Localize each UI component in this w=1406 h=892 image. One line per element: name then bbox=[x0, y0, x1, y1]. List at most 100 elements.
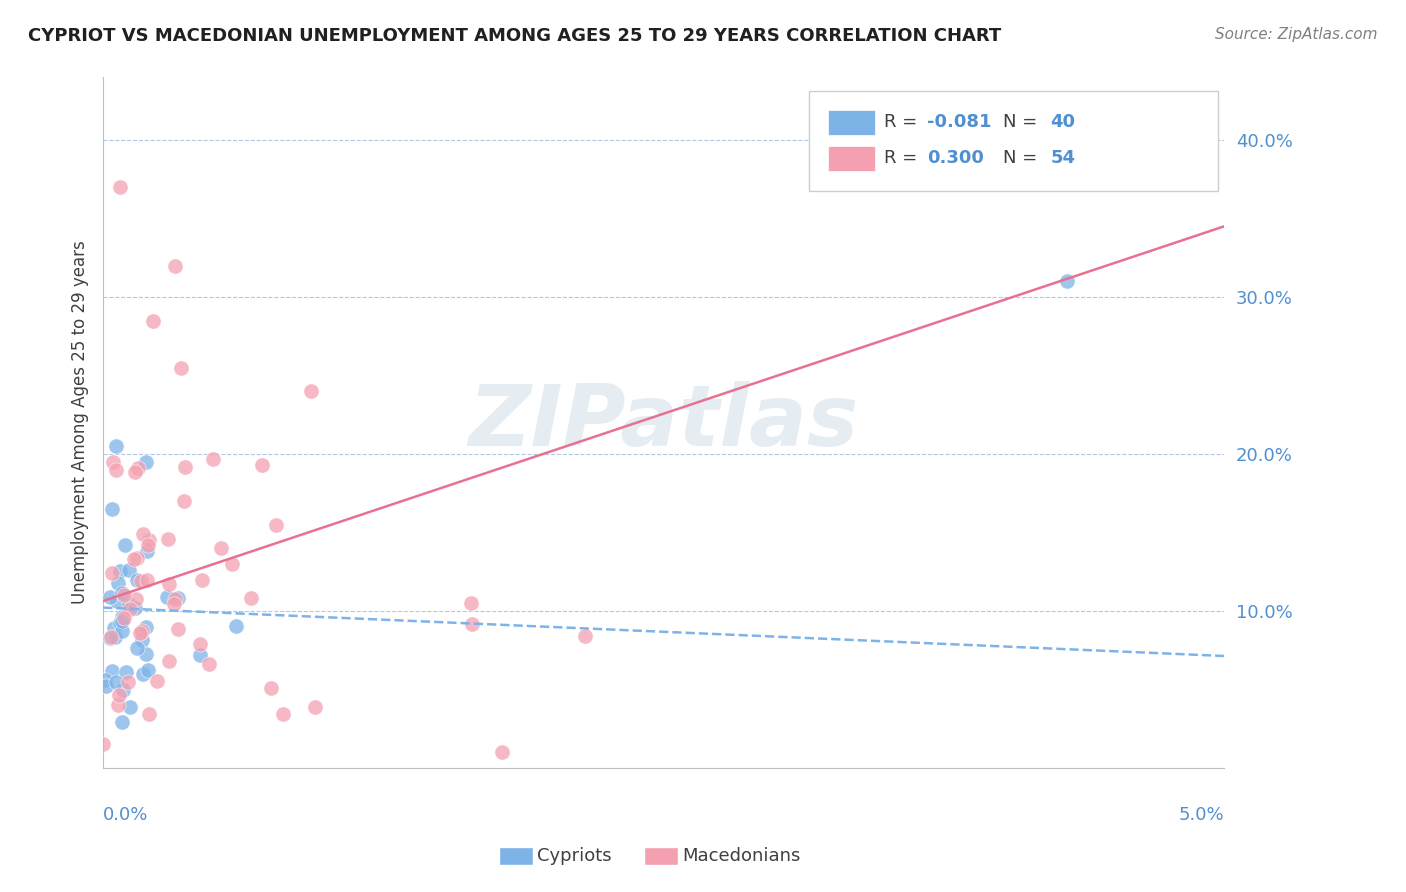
Point bbox=[122, 551, 145, 566]
Point bbox=[174, 460, 197, 475]
Point bbox=[260, 681, 283, 696]
Text: R =: R = bbox=[884, 149, 924, 167]
Point bbox=[127, 551, 149, 566]
FancyBboxPatch shape bbox=[810, 91, 1218, 191]
Point bbox=[114, 538, 136, 552]
Point bbox=[101, 455, 124, 469]
Point bbox=[111, 682, 134, 697]
Point bbox=[101, 566, 124, 580]
Point bbox=[98, 590, 121, 604]
Text: 40: 40 bbox=[1050, 113, 1076, 131]
Text: 54: 54 bbox=[1050, 149, 1076, 167]
Point bbox=[112, 588, 135, 602]
Point bbox=[166, 622, 188, 636]
Point bbox=[190, 574, 212, 588]
FancyBboxPatch shape bbox=[828, 145, 876, 170]
Point bbox=[167, 591, 190, 606]
Point bbox=[125, 641, 148, 656]
Point bbox=[115, 665, 138, 679]
Point bbox=[127, 461, 149, 475]
Point bbox=[111, 614, 134, 628]
Point bbox=[129, 626, 152, 640]
Point bbox=[138, 533, 160, 548]
Point bbox=[299, 384, 322, 399]
Point bbox=[107, 576, 129, 591]
Point bbox=[124, 465, 146, 479]
Point bbox=[96, 679, 118, 693]
Point bbox=[129, 574, 152, 588]
Text: ZIPatlas: ZIPatlas bbox=[468, 381, 859, 464]
Point bbox=[156, 532, 179, 546]
Point bbox=[209, 541, 232, 556]
Text: N =: N = bbox=[1002, 149, 1043, 167]
Point bbox=[169, 360, 191, 375]
Point bbox=[135, 648, 157, 662]
Point bbox=[188, 637, 211, 651]
Point bbox=[98, 631, 121, 645]
Point bbox=[117, 675, 139, 690]
Y-axis label: Unemployment Among Ages 25 to 29 years: Unemployment Among Ages 25 to 29 years bbox=[72, 241, 89, 605]
FancyBboxPatch shape bbox=[828, 110, 876, 135]
Point bbox=[100, 630, 122, 644]
Point bbox=[124, 600, 146, 615]
Point bbox=[103, 621, 125, 635]
Point bbox=[188, 648, 211, 662]
Point bbox=[117, 597, 139, 611]
Point bbox=[136, 537, 159, 551]
Point bbox=[135, 573, 157, 587]
Point bbox=[173, 494, 195, 508]
Point bbox=[491, 745, 513, 759]
Point bbox=[239, 591, 262, 606]
Point bbox=[157, 654, 180, 668]
Point bbox=[108, 180, 131, 194]
Text: Macedonians: Macedonians bbox=[682, 847, 800, 865]
Point bbox=[131, 624, 153, 638]
Text: Cypriots: Cypriots bbox=[537, 847, 612, 865]
Point bbox=[574, 629, 596, 643]
Point bbox=[132, 666, 155, 681]
Point bbox=[120, 699, 142, 714]
Point bbox=[157, 577, 180, 591]
Point bbox=[101, 664, 124, 678]
Point bbox=[197, 657, 219, 671]
Point bbox=[111, 609, 134, 624]
Bar bbox=[644, 847, 678, 865]
Point bbox=[111, 586, 134, 600]
Point bbox=[225, 619, 247, 633]
Point bbox=[125, 592, 148, 607]
Point bbox=[93, 737, 115, 751]
Point bbox=[135, 620, 157, 634]
Text: N =: N = bbox=[1002, 113, 1043, 131]
Point bbox=[118, 602, 141, 616]
Point bbox=[105, 593, 128, 607]
Point bbox=[104, 630, 127, 644]
Point bbox=[104, 675, 127, 690]
Point bbox=[131, 632, 153, 647]
Point bbox=[105, 439, 128, 453]
Point bbox=[136, 664, 159, 678]
Text: Source: ZipAtlas.com: Source: ZipAtlas.com bbox=[1215, 27, 1378, 42]
Point bbox=[142, 313, 165, 327]
Point bbox=[111, 624, 134, 639]
Text: CYPRIOT VS MACEDONIAN UNEMPLOYMENT AMONG AGES 25 TO 29 YEARS CORRELATION CHART: CYPRIOT VS MACEDONIAN UNEMPLOYMENT AMONG… bbox=[28, 27, 1001, 45]
Text: -0.081: -0.081 bbox=[927, 113, 991, 131]
Point bbox=[304, 699, 326, 714]
Point bbox=[271, 706, 294, 721]
Point bbox=[107, 698, 129, 712]
Point bbox=[264, 517, 287, 532]
Point bbox=[108, 615, 131, 630]
Point bbox=[125, 574, 148, 588]
Text: 0.300: 0.300 bbox=[927, 149, 984, 167]
Point bbox=[461, 617, 484, 632]
Point bbox=[111, 715, 134, 730]
Text: 5.0%: 5.0% bbox=[1178, 805, 1223, 823]
Point bbox=[460, 596, 482, 610]
Point bbox=[1056, 274, 1078, 288]
Point bbox=[117, 563, 139, 577]
Point bbox=[201, 452, 224, 467]
Point bbox=[108, 564, 131, 578]
Point bbox=[250, 458, 273, 473]
Point bbox=[156, 590, 179, 604]
Point bbox=[221, 557, 243, 571]
Point bbox=[165, 591, 187, 606]
